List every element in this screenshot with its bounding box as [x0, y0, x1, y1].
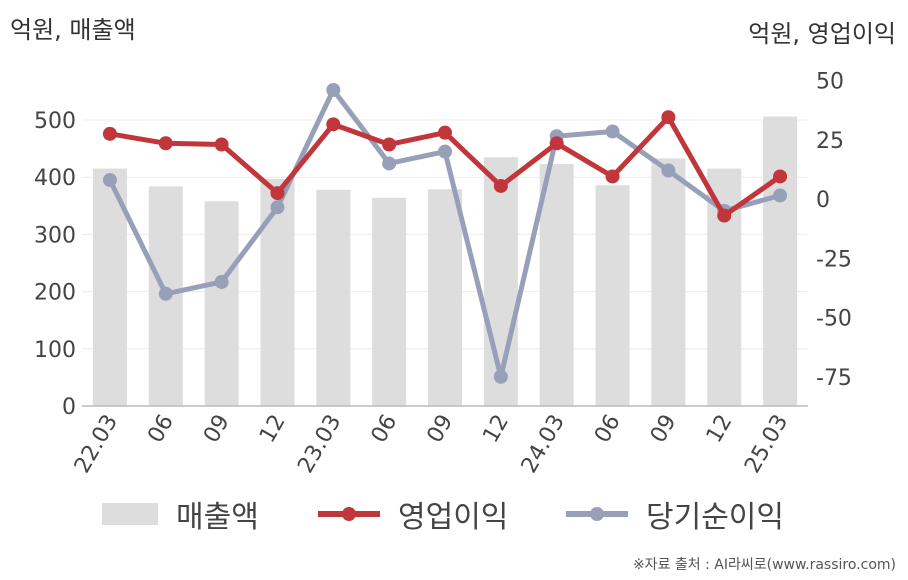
legend-label-net-income: 당기순이익	[646, 500, 784, 535]
x-tick-label: 06	[143, 411, 179, 448]
x-tick-label: 22.03	[70, 411, 123, 478]
bar-revenue	[260, 178, 295, 406]
point-net-income	[382, 156, 397, 171]
legend-item-revenue: 매출액	[102, 492, 259, 536]
source-credit: ※자료 출처 : AI라씨로(www.rassiro.com)	[632, 557, 896, 573]
point-net-income	[773, 188, 788, 203]
point-net-income	[661, 163, 676, 178]
point-operating-profit	[438, 125, 452, 140]
point-net-income	[438, 144, 452, 159]
bar-revenue	[595, 185, 630, 406]
x-tick-label: 09	[199, 411, 235, 448]
point-operating-profit	[158, 136, 173, 151]
point-operating-profit	[549, 136, 564, 151]
x-tick-label: 25.03	[740, 411, 793, 478]
right-tick-label: 25	[816, 129, 844, 154]
x-tick-label: 23.03	[293, 411, 346, 478]
right-tick-label: 50	[816, 70, 844, 95]
point-operating-profit	[326, 117, 341, 132]
bar-revenue	[204, 201, 239, 406]
bar-revenue	[651, 158, 686, 406]
point-net-income	[214, 274, 229, 289]
x-tick-label: 06	[367, 411, 403, 448]
legend-swatch-net-income	[566, 503, 628, 525]
x-tick-label: 06	[590, 411, 626, 448]
left-tick-label: 200	[34, 281, 76, 306]
x-tick-label: 12	[478, 411, 514, 448]
point-operating-profit	[717, 208, 732, 223]
right-tick-label: -75	[816, 366, 852, 391]
point-net-income	[158, 286, 173, 301]
x-tick-label: 12	[702, 411, 738, 448]
right-axis-unit: 억원, 영업이익	[748, 20, 896, 48]
legend-item-operating-profit: 영업이익	[318, 492, 508, 536]
point-operating-profit	[661, 110, 676, 125]
point-net-income	[326, 82, 341, 97]
bar-revenue	[372, 197, 407, 406]
point-operating-profit	[493, 178, 508, 193]
chart-legend: 매출액 영업이익 당기순이익	[0, 492, 908, 536]
point-operating-profit	[214, 137, 229, 152]
combo-chart: 0 100 200 300 400 500 50 25 0 -25 -50 -75 22.03 06 09 1…	[34, 70, 852, 478]
point-net-income	[493, 369, 508, 384]
bar-revenue	[428, 189, 462, 406]
legend-swatch-operating-profit	[318, 503, 380, 525]
left-tick-label: 0	[62, 395, 76, 420]
point-operating-profit	[102, 126, 117, 141]
right-tick-label: -50	[816, 307, 852, 332]
bar-revenue	[316, 189, 351, 406]
left-tick-label: 100	[34, 338, 76, 363]
point-operating-profit	[382, 137, 397, 152]
left-tick-label: 400	[34, 166, 76, 191]
bar-revenue	[539, 164, 574, 406]
bar-revenue	[483, 157, 518, 406]
point-operating-profit	[270, 186, 285, 201]
left-tick-label: 500	[34, 109, 76, 134]
bar-revenue	[763, 116, 798, 407]
left-tick-label: 300	[34, 223, 76, 248]
right-tick-label: -25	[816, 247, 852, 272]
left-axis-unit: 억원, 매출액	[10, 16, 136, 44]
point-net-income	[102, 173, 117, 188]
x-tick-label: 12	[255, 411, 291, 448]
x-tick-label: 24.03	[517, 411, 570, 478]
right-tick-label: 0	[816, 188, 830, 213]
legend-label-revenue: 매출액	[176, 500, 259, 535]
point-net-income	[605, 124, 620, 139]
x-tick-label: 09	[423, 411, 459, 448]
point-operating-profit	[605, 169, 620, 184]
legend-swatch-revenue	[102, 503, 158, 525]
legend-item-net-income: 당기순이익	[566, 492, 784, 536]
x-tick-label: 09	[646, 411, 682, 448]
point-net-income	[270, 200, 285, 215]
point-operating-profit	[773, 169, 788, 184]
legend-label-operating-profit: 영업이익	[398, 500, 509, 535]
